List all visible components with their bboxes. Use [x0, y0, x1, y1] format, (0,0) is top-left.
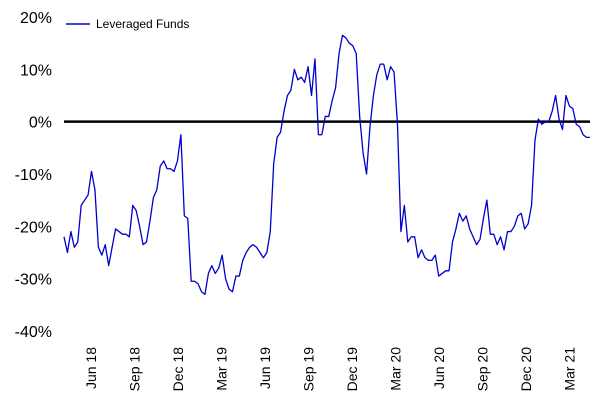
- y-tick-label: -40%: [15, 324, 52, 341]
- y-tick-label: 20%: [20, 10, 52, 27]
- x-tick-label: Mar 20: [388, 347, 404, 391]
- x-tick-label: Dec 19: [344, 347, 360, 392]
- x-tick-label: Jun 19: [257, 347, 273, 389]
- series-line-leveraged-funds: [63, 34, 590, 296]
- x-tick-label: Dec 18: [170, 347, 186, 392]
- y-tick-label: 10%: [20, 62, 52, 79]
- x-tick-label: Dec 20: [518, 347, 534, 392]
- x-tick-label: Mar 19: [214, 347, 230, 391]
- x-tick-label: Sep 19: [301, 347, 317, 392]
- y-tick-label: -20%: [15, 219, 52, 236]
- x-tick-label: Sep 20: [475, 347, 491, 392]
- y-axis-ticks: 20% 10% 0% -10% -20% -30% -40%: [15, 10, 52, 341]
- x-tick-label: Jun 18: [83, 347, 99, 389]
- x-tick-label: Jun 20: [431, 347, 447, 389]
- x-tick-label: Mar 21: [562, 347, 578, 391]
- y-tick-label: -10%: [15, 167, 52, 184]
- legend-label-leveraged-funds: Leveraged Funds: [96, 17, 189, 31]
- x-axis-ticks: Jun 18 Sep 18 Dec 18 Mar 19 Jun 19 Sep 19 Dec …: [83, 347, 578, 392]
- y-tick-label: -30%: [15, 272, 52, 289]
- x-tick-label: Sep 18: [127, 347, 143, 392]
- legend: Leveraged Funds: [66, 17, 189, 31]
- y-tick-label: 0%: [29, 115, 52, 132]
